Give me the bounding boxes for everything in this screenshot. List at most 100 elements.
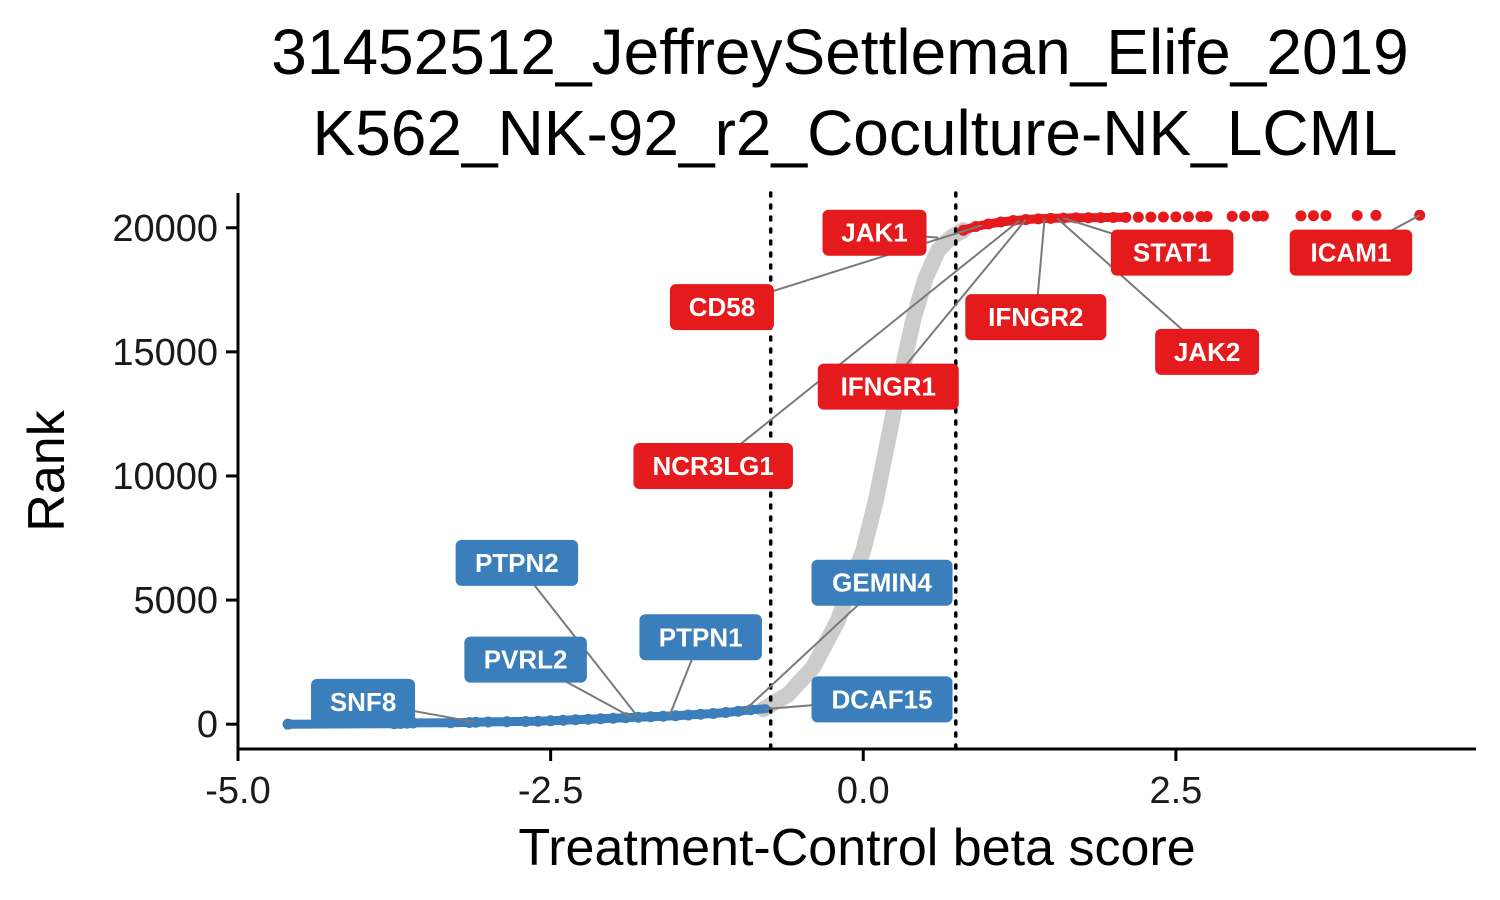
positive-point (1239, 210, 1251, 222)
positive-point (1257, 210, 1269, 222)
negative-point (695, 708, 707, 720)
gene-label-text: JAK2 (1174, 337, 1240, 367)
negative-point (482, 716, 494, 728)
positive-point (995, 216, 1007, 228)
gene-label-box (1110, 229, 1234, 276)
x-axis-title: Treatment-Control beta score (518, 819, 1195, 877)
positive-point (1307, 210, 1319, 222)
gene-label-box (811, 559, 953, 606)
positive-point (1107, 211, 1119, 223)
gene-label-text: PTPN1 (659, 622, 743, 652)
gene-label: PVRL2 (464, 636, 587, 683)
gene-label: SNF8 (311, 678, 416, 725)
positive-point (1095, 212, 1107, 224)
gene-label-box (669, 284, 774, 331)
gene-label: JAK1 (822, 209, 927, 256)
y-tick-label: 0 (197, 704, 218, 746)
negative-point (645, 711, 657, 723)
gene-label: DCAF15 (811, 676, 953, 723)
negative-point (570, 714, 582, 726)
neutral-curve-line (755, 222, 972, 718)
positive-point (1132, 211, 1144, 223)
gene-label-text: ICAM1 (1310, 238, 1391, 268)
negative-point (607, 712, 619, 724)
chart-title-line-2: K562_NK-92_r2_Coculture-NK_LCML (313, 97, 1398, 169)
neutral-point (807, 661, 820, 674)
negative-point (657, 710, 669, 722)
negative-point (720, 707, 732, 719)
positive-point (1295, 210, 1307, 222)
negative-point (520, 715, 532, 727)
gene-label: IFNGR1 (817, 363, 959, 410)
negative-point (707, 708, 719, 720)
gene-label-text: CD58 (689, 292, 755, 322)
chart-title-line-1: 31452512_JeffreySettleman_Elife_2019 (271, 16, 1408, 88)
y-axis-title: Rank (18, 409, 76, 531)
neutral-point (919, 271, 932, 284)
gene-label-text: IFNGR1 (841, 372, 936, 402)
gene-label-box (455, 539, 579, 586)
gene-label-box (464, 636, 587, 683)
negative-gene-points (282, 704, 771, 730)
gene-label: GEMIN4 (811, 559, 953, 606)
negative-point (557, 714, 569, 726)
y-tick-label: 10000 (112, 456, 218, 498)
neutral-point (882, 432, 895, 445)
neutral-point (932, 244, 945, 257)
neutral-point (782, 688, 795, 701)
negative-point (545, 715, 557, 727)
gene-labels: JAK1 CD58 STAT1 ICAM1 IFNGR2 JAK2 IFNGR1 NCR3LG… (311, 209, 1421, 725)
positive-point (1170, 211, 1182, 223)
neutral-point (869, 494, 882, 507)
gene-label-text: GEMIN4 (832, 568, 932, 598)
gene-label-box (822, 209, 927, 256)
neutral-point (907, 313, 920, 326)
gene-label-text: PVRL2 (484, 645, 568, 675)
negative-point (682, 709, 694, 721)
gene-label-text: JAK1 (841, 218, 907, 248)
plot-area: JAK1 CD58 STAT1 ICAM1 IFNGR2 JAK2 IFNGR1 NCR3LG… (282, 191, 1426, 751)
positive-point (982, 218, 994, 230)
gene-label-text: SNF8 (330, 687, 396, 717)
gene-label-box (811, 676, 953, 723)
negative-point (282, 718, 294, 730)
gene-label: PTPN2 (455, 539, 579, 586)
gene-label: IFNGR2 (965, 294, 1107, 341)
axes: -5.0 -2.5 0.0 2.5 0 5000 10000 15000 20000 (112, 193, 1476, 812)
negative-point (595, 713, 607, 725)
gene-label: STAT1 (1110, 229, 1234, 276)
gene-label-box (311, 678, 416, 725)
x-tick-label: 2.5 (1149, 770, 1202, 812)
chart-title: 31452512_JeffreySettleman_Elife_2019 K56… (271, 16, 1408, 169)
y-tick-label: 15000 (112, 332, 218, 374)
positive-point (1370, 209, 1382, 221)
gene-label-box (965, 294, 1107, 341)
y-tick-label: 20000 (112, 208, 218, 250)
gene-label: NCR3LG1 (633, 443, 793, 490)
x-tick-label: 0.0 (837, 770, 890, 812)
gene-label-box (1289, 229, 1413, 276)
neutral-point (832, 613, 845, 626)
positive-point (1082, 212, 1094, 224)
gene-label-text: STAT1 (1133, 238, 1211, 268)
positive-point (1145, 211, 1157, 223)
label-connector (887, 218, 1027, 388)
gene-label-text: NCR3LG1 (653, 451, 774, 481)
gene-label-box (633, 443, 793, 490)
positive-point (1032, 213, 1044, 225)
positive-point (1351, 209, 1363, 221)
gene-label-text: IFNGR2 (988, 302, 1083, 332)
positive-point (1182, 211, 1194, 223)
gene-label-text: DCAF15 (831, 684, 932, 714)
gene-label-text: PTPN2 (475, 548, 559, 578)
x-tick-label: -5.0 (205, 770, 270, 812)
negative-point (582, 713, 594, 725)
gene-label-box (639, 614, 762, 661)
negative-point (445, 717, 457, 729)
positive-point (1045, 212, 1057, 224)
neutral-point (857, 544, 870, 557)
negative-point (670, 710, 682, 722)
positive-point (1120, 211, 1132, 223)
negative-point (501, 716, 513, 728)
